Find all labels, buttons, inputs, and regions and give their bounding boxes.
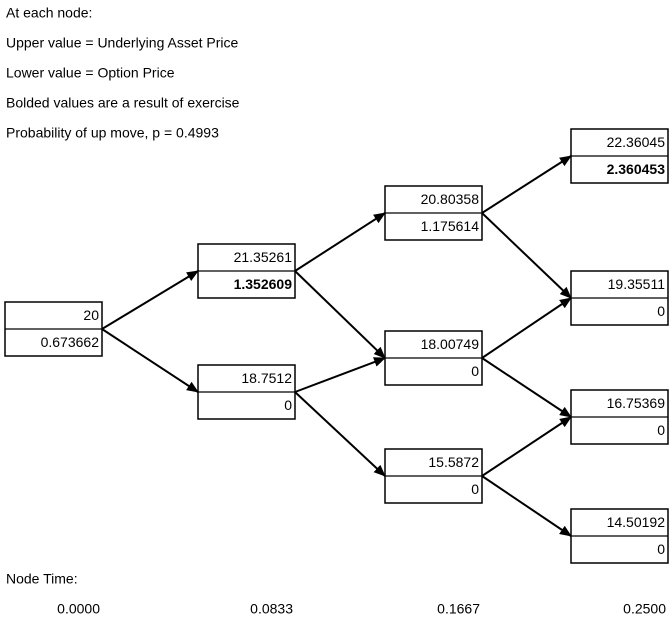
header-line: Probability of up move, p = 0.4993 bbox=[6, 125, 219, 141]
edge-arrow bbox=[101, 270, 199, 330]
node-time-label: Node Time: bbox=[6, 571, 78, 587]
node-time-value: 0.0000 bbox=[57, 601, 100, 617]
edge-arrow bbox=[294, 270, 386, 359]
edge-arrow bbox=[101, 328, 199, 393]
node-time-value: 0.2500 bbox=[623, 601, 666, 617]
header-line: Upper value = Underlying Asset Price bbox=[6, 35, 238, 51]
node-lower-value: 0 bbox=[657, 541, 665, 557]
header-line: At each node: bbox=[6, 5, 92, 21]
node-upper-value: 18.7512 bbox=[241, 370, 292, 386]
node-upper-value: 21.35261 bbox=[234, 249, 293, 265]
node-lower-value: 0 bbox=[471, 481, 479, 497]
node-upper-value: 16.75369 bbox=[607, 395, 666, 411]
edge-arrow bbox=[294, 212, 386, 272]
node-lower-value: 0.673662 bbox=[41, 334, 100, 350]
edge-arrow bbox=[481, 155, 572, 214]
node-time-value: 0.1667 bbox=[437, 601, 480, 617]
node-lower-value: 2.360453 bbox=[607, 161, 666, 177]
header-line: Bolded values are a result of exercise bbox=[6, 95, 240, 111]
node-lower-value: 1.352609 bbox=[234, 276, 293, 292]
header-line: Lower value = Option Price bbox=[6, 65, 175, 81]
node-upper-value: 20 bbox=[83, 307, 99, 323]
node-upper-value: 20.80358 bbox=[421, 191, 480, 207]
node-lower-value: 0 bbox=[471, 363, 479, 379]
edge-arrow bbox=[294, 357, 386, 393]
node-upper-value: 22.36045 bbox=[607, 134, 666, 150]
edge-arrow bbox=[481, 475, 572, 537]
node-time-value: 0.0833 bbox=[250, 601, 293, 617]
edge-arrow bbox=[481, 416, 572, 477]
edge-arrow bbox=[294, 391, 386, 477]
node-upper-value: 14.50192 bbox=[607, 514, 666, 530]
node-upper-value: 15.5872 bbox=[428, 454, 479, 470]
node-upper-value: 19.35511 bbox=[608, 276, 666, 292]
node-upper-value: 18.00749 bbox=[421, 336, 480, 352]
node-lower-value: 1.175614 bbox=[421, 218, 480, 234]
node-lower-value: 0 bbox=[657, 303, 665, 319]
node-lower-value: 0 bbox=[284, 397, 292, 413]
edge-arrow bbox=[481, 212, 572, 299]
node-lower-value: 0 bbox=[657, 422, 665, 438]
edge-arrow bbox=[481, 357, 572, 418]
edge-arrow bbox=[481, 297, 572, 359]
